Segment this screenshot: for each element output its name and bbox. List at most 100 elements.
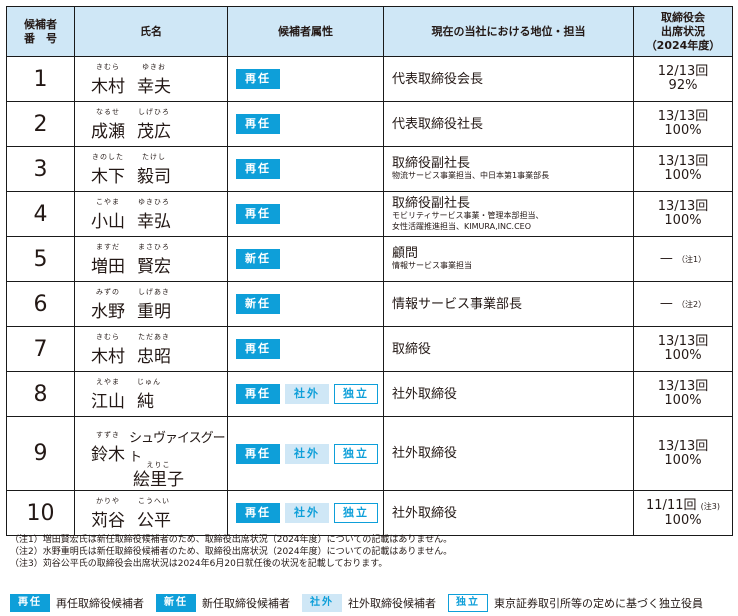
header-attendance: 取締役会 出席状況 （2024年度） <box>633 6 733 57</box>
position-detail: 女性活躍推進担当、KIMURA,INC.CEO <box>392 221 532 231</box>
position-title: 社外取締役 <box>392 446 458 461</box>
position-detail: モビリティサービス事業・管理本部担当、 <box>392 210 544 220</box>
position-title: 社外取締役 <box>392 386 458 402</box>
candidate-name: すずき 鈴木 シュヴァイスグート えりこ 絵里子 <box>74 416 228 491</box>
candidate-name: えやま 江山 じゅん純 <box>74 371 228 417</box>
candidate-number: 3 <box>6 146 75 192</box>
name-part: じゅん純 <box>137 377 161 412</box>
candidate-attributes: 再任 社外 独立 <box>227 490 384 536</box>
attribute-tags: 再任 <box>236 204 383 224</box>
ruby-reading: たけし <box>142 152 166 161</box>
name-part: みずの 水野 <box>91 287 125 322</box>
attendance-note: (注3) <box>700 501 720 511</box>
candidate-number: 6 <box>6 281 75 327</box>
candidate-name: きむら 木村 ゆきお 幸夫 <box>74 56 228 102</box>
attendance: 13/13回 100% <box>633 191 733 237</box>
table-row: 3 きのした 木下 たけし 毅司 再任 取締役副社長 物流サービス事業担当、中日本第1事業部長… <box>6 146 733 192</box>
footnote: （注1）増田賢宏氏は新任取締役候補者のため、取締役出席状況（2024年度）につい… <box>10 535 453 545</box>
candidate-name: きむら 木村 ただあき 忠昭 <box>74 326 228 372</box>
name-part: なるせ 成瀬 <box>91 107 125 142</box>
attendance: — （注1） <box>633 236 733 282</box>
candidate-name: なるせ 成瀬 しげひろ 茂広 <box>74 101 228 147</box>
attendance-count: 12/13回 <box>657 64 709 79</box>
name-part: こやま 小山 <box>91 197 125 232</box>
position-detail: 情報サービス事業担当 <box>392 261 472 270</box>
candidate-table: 候補者番 号 氏名 候補者属性 現在の当社における地位・担当 取締役会 出席状況（… <box>6 6 733 536</box>
attendance-rate: 100% <box>664 213 702 228</box>
table-row: 8 えやま 江山 じゅん純再任 社外 独立 社外取締役 13/13回 100% <box>6 371 733 417</box>
name-part: きむら 木村 <box>91 332 125 367</box>
table-header-row: 候補者番 号 氏名 候補者属性 現在の当社における地位・担当 取締役会 出席状況（… <box>6 6 733 57</box>
current-position: 取締役副社長 モビリティサービス事業・管理本部担当、 女性活躍推進担当、KIMURA… <box>383 191 634 237</box>
new-tag: 新任 <box>236 249 280 269</box>
attendance-rate: 100% <box>664 393 702 408</box>
ruby-reading: なるせ <box>96 107 120 116</box>
candidate-number: 4 <box>6 191 75 237</box>
candidate-attributes: 再任 <box>227 146 384 192</box>
attendance-note: （注2） <box>677 299 707 309</box>
position-title: 取締役副社長 <box>392 195 471 211</box>
name-line: えりこ 絵里子 <box>91 461 184 490</box>
header-attribute: 候補者属性 <box>227 6 384 57</box>
name-line: かりや 苅谷 こうへい 公平 <box>91 496 227 531</box>
legend-text: 再任取締役候補者 <box>56 597 144 610</box>
name-line: なるせ 成瀬 しげひろ 茂広 <box>91 107 227 142</box>
re-tag: 再任 <box>10 594 50 612</box>
candidate-attributes: 再任 社外 独立 <box>227 416 384 491</box>
candidate-attributes: 新任 <box>227 236 384 282</box>
re-tag: 再任 <box>236 159 280 179</box>
attendance-count: 11/11回 (注3) <box>646 497 720 513</box>
out-tag: 社外 <box>285 443 329 464</box>
name-part: しげあき 重明 <box>137 287 171 322</box>
position-title: 代表取締役社長 <box>392 116 484 132</box>
legend-text: 新任取締役候補者 <box>202 597 290 610</box>
ruby-reading: こやま <box>96 197 120 206</box>
candidate-attributes: 再任 社外 独立 <box>227 371 384 417</box>
ruby-reading: かりや <box>96 496 120 505</box>
candidate-number: 5 <box>6 236 75 282</box>
current-position: 取締役副社長 物流サービス事業担当、中日本第1事業部長 <box>383 146 634 192</box>
name-part: きのした 木下 <box>91 152 125 187</box>
table-row: 1 きむら 木村 ゆきお 幸夫 再任 代表取締役会長 12/13回 92% <box>6 56 733 102</box>
current-position: 社外取締役 <box>383 416 634 491</box>
name-line: きのした 木下 たけし 毅司 <box>91 152 227 187</box>
name-part: きむら 木村 <box>91 62 125 97</box>
re-tag: 再任 <box>236 443 280 464</box>
current-position: 情報サービス事業部長 <box>383 281 634 327</box>
candidate-name: かりや 苅谷 こうへい 公平 <box>74 490 228 536</box>
candidate-attributes: 再任 <box>227 191 384 237</box>
name-line: ますだ 増田 まさひろ 賢宏 <box>91 242 227 277</box>
attendance-rate: 100% <box>664 452 702 468</box>
attendance-count: 13/13回 <box>657 334 709 349</box>
candidate-attributes: 新任 <box>227 281 384 327</box>
current-position: 社外取締役 <box>383 490 634 536</box>
name-part: かりや 苅谷 <box>91 496 125 531</box>
ruby-reading: こうへい <box>138 496 170 505</box>
attendance-rate: 100% <box>664 512 702 528</box>
table-row: 6 みずの 水野 しげあき 重明 新任 情報サービス事業部長 — （注2） <box>6 281 733 327</box>
re-tag: 再任 <box>236 339 280 359</box>
out-tag: 社外 <box>285 503 329 523</box>
candidate-name: こやま 小山 ゆきひろ 幸弘 <box>74 191 228 237</box>
current-position: 代表取締役社長 <box>383 101 634 147</box>
ruby-reading: じゅん <box>137 377 161 386</box>
attribute-tags: 再任 社外 独立 <box>236 503 383 523</box>
attendance: 13/13回 100% <box>633 326 733 372</box>
ruby-reading: きむら <box>96 62 120 71</box>
candidate-number: 10 <box>6 490 75 536</box>
table-row: 7 きむら 木村 ただあき 忠昭 再任 取締役 13/13回 100% <box>6 326 733 372</box>
name-part: こうへい 公平 <box>137 496 171 531</box>
re-tag: 再任 <box>236 503 280 523</box>
candidate-attributes: 再任 <box>227 326 384 372</box>
out-tag: 社外 <box>302 594 342 612</box>
ruby-reading: まさひろ <box>138 242 170 251</box>
ind-tag: 独立 <box>334 503 378 523</box>
tag-legend: 再任 再任取締役候補者 新任 新任取締役候補者 社外 社外取締役候補者 独立 東京証券取引所等… <box>10 594 709 612</box>
attendance-rate: 100% <box>664 123 702 138</box>
position-title: 代表取締役会長 <box>392 71 484 87</box>
candidate-attributes: 再任 <box>227 101 384 147</box>
attribute-tags: 再任 <box>236 159 383 179</box>
attendance: 12/13回 92% <box>633 56 733 102</box>
candidate-name: みずの 水野 しげあき 重明 <box>74 281 228 327</box>
attendance-count: — （注1） <box>659 250 707 266</box>
